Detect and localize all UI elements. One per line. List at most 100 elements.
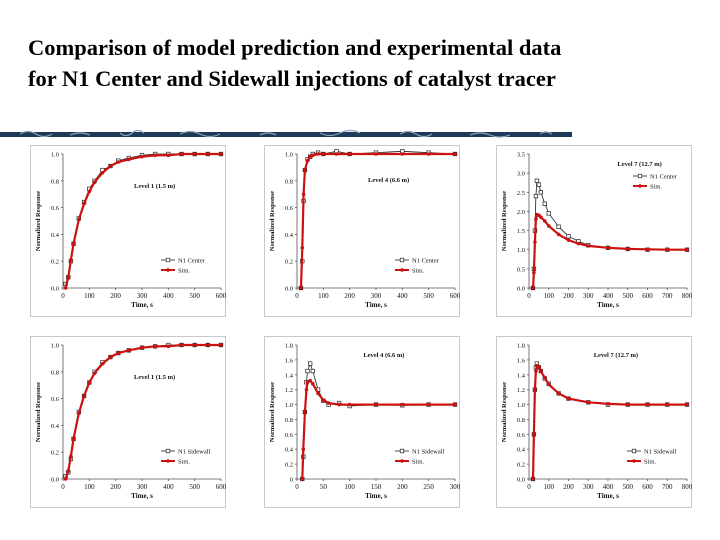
sim-point xyxy=(374,402,378,407)
sim-point xyxy=(206,152,210,156)
sim-point xyxy=(303,410,307,414)
x-tick-label: 800 xyxy=(682,292,693,300)
x-tick-label: 100 xyxy=(544,483,555,491)
sim-point xyxy=(453,402,457,407)
chart-3: 0.0 0.5 1.0 1.5 2.0 2.5 3.0 3.5 0 100 200 300 400 500… xyxy=(501,152,693,310)
y-tick-label: 0.2 xyxy=(51,259,59,266)
y-tick-label: 0.2 xyxy=(51,450,59,457)
sim-point xyxy=(87,189,92,194)
sim-point xyxy=(100,361,105,366)
x-tick-label: 0 xyxy=(527,292,531,300)
chart-2: 0.0 0.2 0.4 0.6 0.8 1.0 0 100 200 300 400 500 600 Tim… xyxy=(269,149,461,309)
page-title: Comparison of model prediction and exper… xyxy=(28,32,708,94)
sim-point xyxy=(625,402,630,407)
sim-point xyxy=(69,258,73,262)
chart-panel-4: 0.0 0.2 0.4 0.6 0.8 1.0 0 100 200 300 400 500 600 Tim… xyxy=(30,336,227,508)
y-tick-label: 0.8 xyxy=(285,178,293,185)
sim-point xyxy=(308,378,312,383)
sim-point xyxy=(127,348,131,353)
sim-point xyxy=(625,247,630,251)
chart-title: Level 4 (6.6 m) xyxy=(368,177,409,184)
chart-title: Level 7 (12.7 m) xyxy=(594,352,638,359)
legend-label: N1 Sidewall xyxy=(412,449,445,456)
sim-point xyxy=(82,201,86,206)
sim-point xyxy=(665,402,670,407)
y-tick-label: 1.0 xyxy=(517,247,525,254)
sim-point xyxy=(87,380,92,385)
sim-point xyxy=(533,387,537,392)
sim-point xyxy=(543,219,547,223)
x-tick-label: 500 xyxy=(623,483,634,491)
data-point xyxy=(566,234,571,239)
y-tick-label: 1.6 xyxy=(285,357,294,364)
x-axis-label: Time, s xyxy=(131,492,153,500)
sim-point xyxy=(606,402,610,406)
sim-point xyxy=(532,270,536,275)
sim-point xyxy=(82,394,86,398)
title-line-1: Comparison of model prediction and exper… xyxy=(28,35,562,60)
sim-point xyxy=(192,152,197,156)
sim-point xyxy=(347,152,352,156)
chart-6: 0.0 0.2 0.4 0.6 0.8 1.0 1.2 1.4 1.6 1.8 0 100 200 300… xyxy=(501,343,693,501)
sim-point xyxy=(100,170,105,175)
sim-point xyxy=(303,168,307,172)
data-point xyxy=(542,201,547,206)
y-tick-label: 3.0 xyxy=(517,171,525,178)
x-tick-label: 200 xyxy=(397,483,408,491)
sim-point xyxy=(179,343,184,347)
sim-point xyxy=(166,344,171,349)
x-tick-label: 0 xyxy=(61,292,65,300)
legend-marker-sim xyxy=(400,459,404,463)
sim-point xyxy=(63,477,68,481)
x-tick-label: 0 xyxy=(295,292,299,300)
x-tick-label: 500 xyxy=(189,292,200,300)
sim-point xyxy=(219,343,223,347)
sim-point xyxy=(305,158,310,163)
sim-point xyxy=(546,224,551,228)
sim-point xyxy=(127,157,131,162)
legend-label: N1 Sidewall xyxy=(178,449,211,456)
sim-point xyxy=(166,153,171,158)
y-tick-label: 0.0 xyxy=(285,286,293,293)
data-point xyxy=(534,178,540,183)
sim-point xyxy=(400,152,405,156)
sim-point xyxy=(316,152,320,156)
x-tick-label: 600 xyxy=(216,483,227,491)
sim-point xyxy=(66,275,71,280)
x-tick-label: 200 xyxy=(563,483,574,491)
sim-point xyxy=(556,391,561,396)
sim-point xyxy=(153,153,157,158)
data-point xyxy=(305,368,310,374)
y-tick-label: 1.2 xyxy=(285,387,293,394)
x-axis-label: Time, s xyxy=(597,301,619,309)
chart-panel-2: 0.0 0.2 0.4 0.6 0.8 1.0 0 100 200 300 400 500 600 Tim… xyxy=(264,145,461,317)
x-tick-label: 600 xyxy=(450,292,461,300)
x-tick-label: 300 xyxy=(137,483,148,491)
x-tick-label: 250 xyxy=(423,483,434,491)
data-point xyxy=(556,224,561,229)
y-tick-label: 0.4 xyxy=(285,447,294,454)
legend-marker-data xyxy=(631,448,637,454)
x-tick-label: 50 xyxy=(320,483,328,491)
sim-point xyxy=(116,351,121,355)
sim-point xyxy=(576,241,581,246)
x-tick-label: 200 xyxy=(344,292,355,300)
y-tick-label: 0.5 xyxy=(517,266,525,273)
sim-point xyxy=(153,344,157,349)
sim-point xyxy=(337,402,341,407)
x-tick-label: 600 xyxy=(216,292,227,300)
x-tick-label: 400 xyxy=(163,292,174,300)
sim-point xyxy=(321,398,326,402)
chart-title: Level 1 (1.5 m) xyxy=(134,183,175,190)
data-line xyxy=(65,153,221,285)
sim-point xyxy=(566,396,571,401)
y-tick-label: 1.5 xyxy=(517,228,525,235)
x-tick-label: 800 xyxy=(682,483,693,491)
legend-label: Sim. xyxy=(650,184,662,191)
legend-marker-sim xyxy=(166,459,170,463)
sim-point xyxy=(645,402,650,407)
sim-point xyxy=(301,192,306,196)
x-tick-label: 100 xyxy=(318,292,329,300)
sim-point xyxy=(534,217,538,221)
sim-point xyxy=(305,380,310,385)
